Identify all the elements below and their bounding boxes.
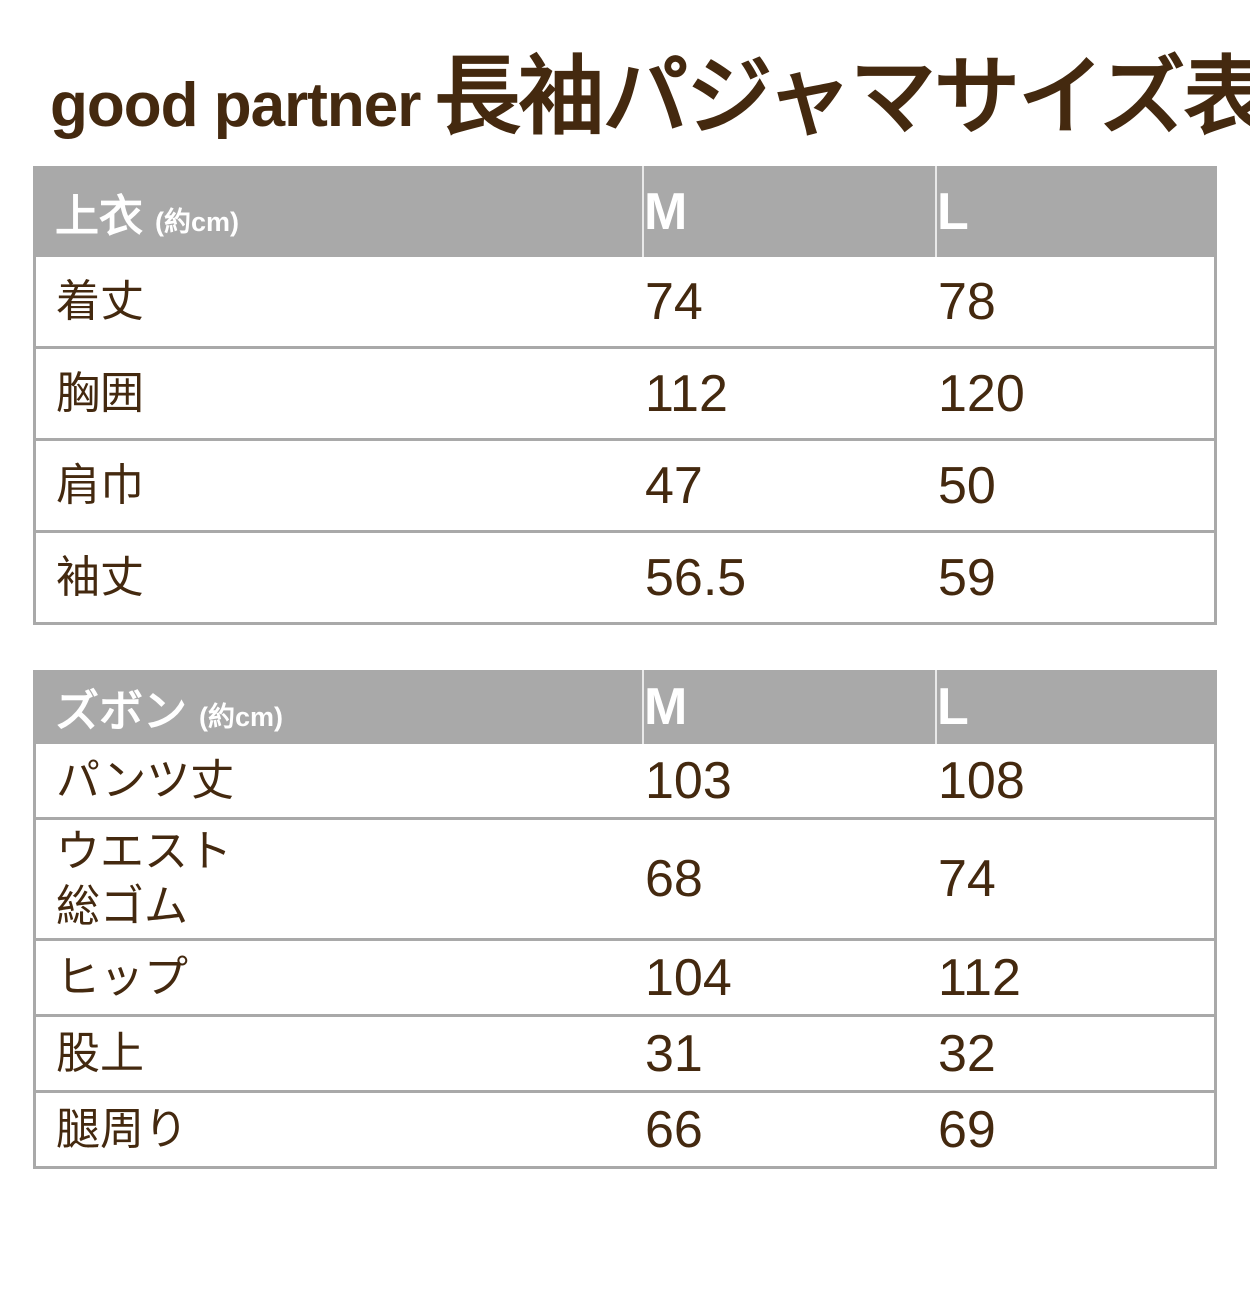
row-label: 股上 [56,1029,144,1079]
size-table-top-garment: 上衣 (約cm) M L 着丈 74 78 胸囲 112 120 肩巾 47 5… [33,166,1217,626]
value-l: 108 [938,751,1025,810]
table-row: 袖丈 56.5 59 [36,533,1214,626]
size-chart-page: good partner 長袖パジャマサイズ表 上衣 (約cm) M L 着丈 … [0,52,1250,1302]
table-row: ウエスト 総ゴム 68 74 [36,820,1214,942]
column-header-m: M [642,166,935,258]
table-body: 着丈 74 78 胸囲 112 120 肩巾 47 50 袖丈 56.5 59 [36,257,1214,626]
value-m: 104 [645,948,732,1007]
size-table-pants: ズボン (約cm) M L パンツ丈 103 108 ウエスト 総ゴム 68 7… [33,670,1217,1170]
value-m: 66 [645,1100,703,1159]
table-row: 着丈 74 78 [36,257,1214,350]
value-l: 69 [938,1100,996,1159]
value-m: 31 [645,1024,703,1083]
table-row: ヒップ 104 112 [36,941,1214,1018]
row-label: 袖丈 [56,553,144,603]
table-body: パンツ丈 103 108 ウエスト 総ゴム 68 74 ヒップ 104 112 … [36,744,1214,1170]
value-l: 112 [938,948,1021,1007]
column-header-m: M [642,670,935,745]
page-title: good partner 長袖パジャマサイズ表 [50,52,1250,143]
table-header-unit: (約cm) [155,206,240,237]
row-label: ウエスト 総ゴム [56,827,232,932]
table-header: 上衣 (約cm) M L [33,166,1217,258]
value-m: 74 [645,272,703,331]
value-l: 74 [938,850,996,909]
table-header: ズボン (約cm) M L [33,670,1217,745]
table-header-unit: (約cm) [199,702,284,733]
value-m: 56.5 [645,548,747,607]
table-row: 腿周り 66 69 [36,1093,1214,1170]
value-m: 68 [645,850,703,909]
row-label: 着丈 [56,277,144,327]
brand-name: good partner [50,71,421,140]
value-l: 59 [938,548,996,607]
value-m: 47 [645,456,703,515]
table-header-label-cell: 上衣 (約cm) [33,180,642,244]
table-row: 胸囲 112 120 [36,349,1214,442]
value-l: 50 [938,456,996,515]
table-header-title: 上衣 [55,191,143,241]
product-title: 長袖パジャマサイズ表 [434,49,1250,145]
row-label: パンツ丈 [56,756,235,806]
value-l: 78 [938,272,996,331]
value-l: 120 [938,364,1025,423]
value-m: 103 [645,751,732,810]
row-label: ヒップ [56,953,188,1003]
table-header-label-cell: ズボン (約cm) [33,675,642,739]
column-header-l: L [935,670,1217,745]
value-l: 32 [938,1024,996,1083]
table-row: パンツ丈 103 108 [36,744,1214,821]
table-row: 肩巾 47 50 [36,441,1214,534]
table-header-title: ズボン [55,687,187,737]
row-label: 腿周り [56,1105,188,1155]
value-m: 112 [645,364,728,423]
row-label: 胸囲 [56,369,144,419]
row-label: 肩巾 [56,461,144,511]
column-header-l: L [935,166,1217,258]
table-row: 股上 31 32 [36,1017,1214,1094]
